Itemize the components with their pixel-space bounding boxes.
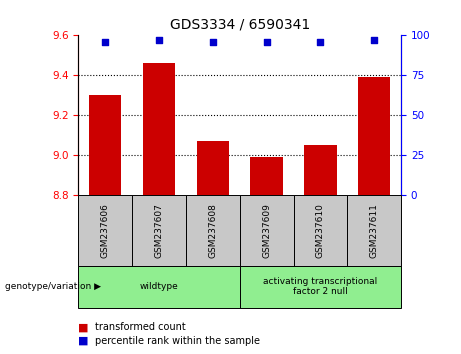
Point	[317, 39, 324, 45]
Text: GSM237606: GSM237606	[101, 202, 110, 258]
Title: GDS3334 / 6590341: GDS3334 / 6590341	[170, 17, 310, 32]
Bar	[304, 145, 337, 195]
Text: genotype/variation ▶: genotype/variation ▶	[5, 282, 100, 291]
Point	[155, 37, 163, 43]
Text: GSM237609: GSM237609	[262, 202, 271, 258]
Bar	[197, 141, 229, 195]
Bar	[89, 95, 121, 195]
Text: GSM237607: GSM237607	[154, 202, 164, 258]
Bar	[143, 63, 175, 195]
Point	[371, 37, 378, 43]
Text: transformed count: transformed count	[95, 322, 185, 332]
Point	[263, 39, 270, 45]
Text: GSM237611: GSM237611	[370, 202, 378, 258]
Point	[209, 39, 217, 45]
Text: activating transcriptional
factor 2 null: activating transcriptional factor 2 null	[263, 277, 378, 296]
Point	[101, 39, 109, 45]
Text: GSM237610: GSM237610	[316, 202, 325, 258]
Bar	[250, 157, 283, 195]
Text: percentile rank within the sample: percentile rank within the sample	[95, 336, 260, 346]
Text: GSM237608: GSM237608	[208, 202, 217, 258]
Text: ■: ■	[78, 336, 89, 346]
Bar	[358, 77, 390, 195]
Text: wildtype: wildtype	[140, 282, 178, 291]
Text: ■: ■	[78, 322, 89, 332]
